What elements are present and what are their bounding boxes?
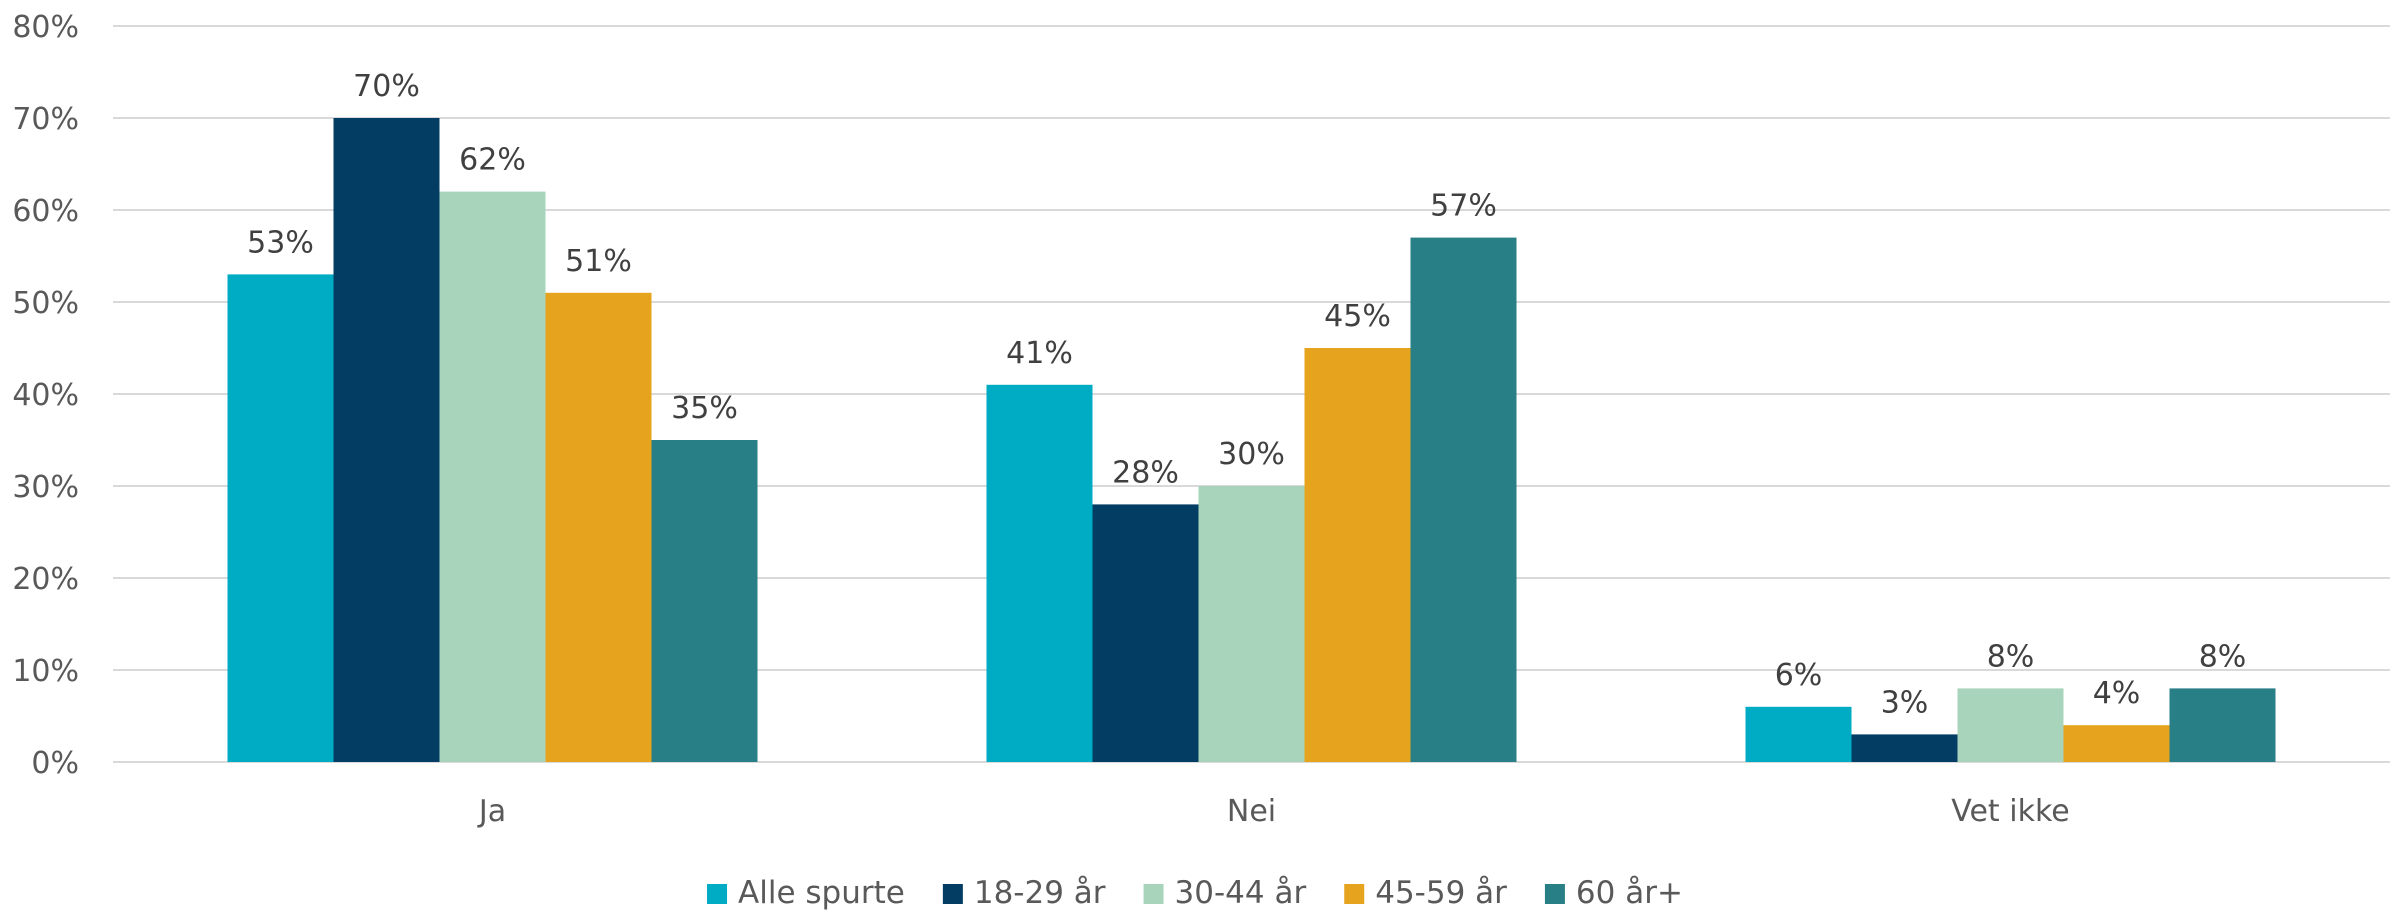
y-tick-label: 40% — [12, 378, 79, 413]
y-tick-label: 50% — [12, 286, 79, 321]
bar — [1410, 237, 1517, 763]
data-labels: 53% 70% 62% 51% 35% 41% 28% 30% 45% 57% 6% 3% 8% 4% 8% — [247, 69, 2246, 720]
y-tick-label: 30% — [12, 470, 79, 505]
bar — [986, 384, 1093, 762]
bar — [651, 440, 758, 762]
data-label: 30% — [1218, 437, 1285, 472]
data-label: 62% — [459, 143, 526, 178]
bar — [1092, 504, 1199, 762]
data-label: 41% — [1006, 336, 1073, 371]
data-label: 8% — [1987, 639, 2035, 674]
y-tick-label: 0% — [31, 746, 79, 781]
bar — [2169, 688, 2276, 762]
bar — [2063, 725, 2170, 762]
legend-label: 60 år+ — [1576, 875, 1683, 911]
legend-item: 30-44 år — [1143, 875, 1307, 911]
x-axis-category-labels: Ja Nei Vet ikke — [477, 794, 2070, 829]
bar — [227, 274, 334, 762]
y-tick-label: 60% — [12, 194, 79, 229]
bar — [1304, 348, 1411, 762]
bar — [439, 191, 546, 763]
data-label: 57% — [1430, 189, 1497, 224]
data-label: 35% — [671, 391, 738, 426]
y-tick-label: 70% — [12, 102, 79, 137]
data-label: 70% — [353, 69, 420, 104]
legend-swatch — [942, 884, 963, 904]
data-label: 51% — [565, 244, 632, 279]
data-label: 3% — [1881, 685, 1929, 720]
category-label: Ja — [477, 794, 506, 829]
legend-item: 18-29 år — [942, 875, 1106, 911]
legend-swatch — [707, 884, 728, 904]
legend-swatch — [1544, 884, 1565, 904]
data-label: 8% — [2199, 639, 2247, 674]
bar — [1851, 734, 1958, 762]
category-label: Vet ikke — [1951, 794, 2069, 829]
bars — [227, 118, 2276, 763]
bar — [1745, 706, 1852, 762]
data-label: 4% — [2093, 676, 2141, 711]
legend-label: 45-59 år — [1375, 875, 1507, 911]
data-label: 45% — [1324, 299, 1391, 334]
bar — [1198, 486, 1305, 762]
bar — [333, 118, 440, 762]
legend-label: 30-44 år — [1175, 875, 1307, 911]
y-axis-tick-labels: 0% 10% 20% 30% 40% 50% 60% 70% 80% — [12, 10, 79, 781]
y-tick-label: 10% — [12, 654, 79, 689]
legend-item: Alle spurte — [707, 875, 905, 911]
data-label: 53% — [247, 225, 314, 260]
legend-item: 60 år+ — [1544, 875, 1683, 911]
legend-label: Alle spurte — [738, 875, 905, 911]
legend-swatch — [1143, 884, 1164, 904]
y-tick-label: 20% — [12, 562, 79, 597]
bar — [1957, 688, 2064, 762]
category-label: Nei — [1227, 794, 1276, 829]
legend: Alle spurte 18-29 år 30-44 år 45-59 år 60 år… — [707, 875, 1683, 911]
legend-item: 45-59 år — [1344, 875, 1507, 911]
legend-swatch — [1344, 884, 1365, 904]
data-label: 6% — [1775, 658, 1823, 693]
legend-label: 18-29 år — [974, 875, 1106, 911]
y-tick-label: 80% — [12, 10, 79, 45]
data-label: 28% — [1112, 455, 1179, 490]
bar — [545, 292, 652, 762]
